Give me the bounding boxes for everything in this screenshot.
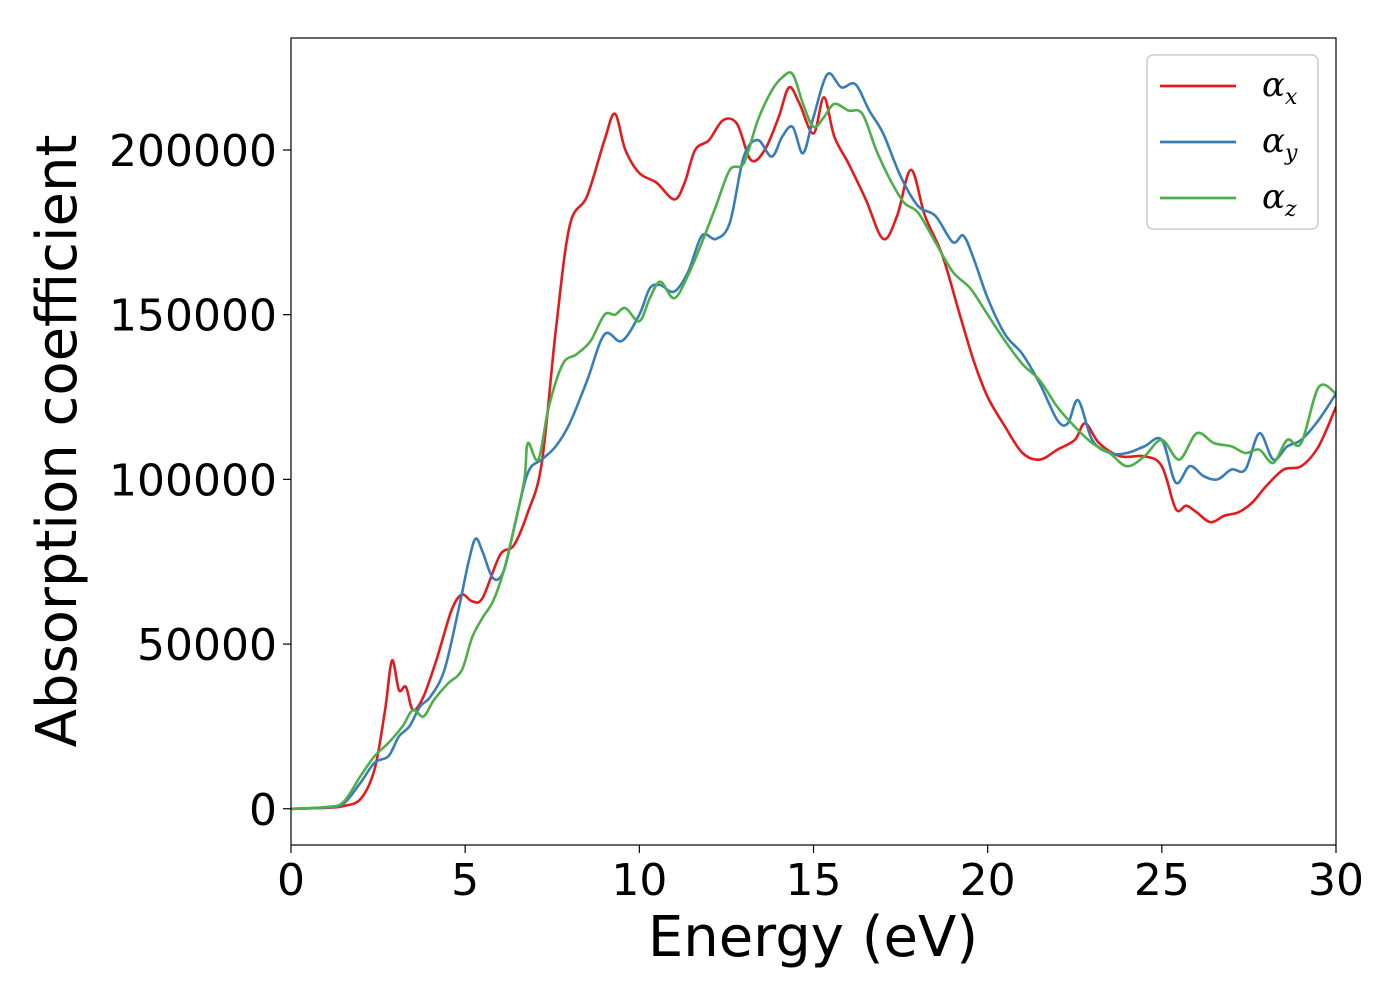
legend-label-x: αx xyxy=(1262,65,1298,110)
y-tick-label: 0 xyxy=(249,785,277,836)
y-tick-label: 150000 xyxy=(109,291,277,342)
series-line-z xyxy=(291,71,1336,811)
y-tick-label: 200000 xyxy=(109,126,277,177)
x-tick-label: 10 xyxy=(611,855,667,906)
legend-label-z: αz xyxy=(1262,177,1297,222)
x-tick-label: 5 xyxy=(451,855,479,906)
y-axis: 0 50000 100000 150000 200000 xyxy=(109,126,291,836)
x-axis-title: Energy (eV) xyxy=(648,905,978,970)
legend-label-subscript: y xyxy=(1284,141,1298,166)
y-tick-label: 100000 xyxy=(109,455,277,506)
series-line-x xyxy=(291,85,1336,811)
legend-label-symbol: α xyxy=(1262,65,1285,105)
y-axis-title: Absorption coefficient xyxy=(25,135,90,748)
series-line-y xyxy=(291,71,1336,811)
x-tick-label: 25 xyxy=(1134,855,1190,906)
x-tick-label: 15 xyxy=(786,855,842,906)
legend-label-symbol: α xyxy=(1262,121,1285,161)
x-tick-label: 20 xyxy=(960,855,1016,906)
series-layer xyxy=(291,71,1336,811)
legend-label-subscript: z xyxy=(1284,197,1297,222)
y-tick-label: 50000 xyxy=(137,620,277,671)
legend-label-symbol: α xyxy=(1262,177,1285,217)
x-axis: 0 5 10 15 20 25 30 xyxy=(277,845,1364,906)
legend-label-y: αy xyxy=(1262,121,1298,166)
x-tick-label: 0 xyxy=(277,855,305,906)
legend-label-subscript: x xyxy=(1285,85,1298,110)
x-tick-label: 30 xyxy=(1308,855,1364,906)
